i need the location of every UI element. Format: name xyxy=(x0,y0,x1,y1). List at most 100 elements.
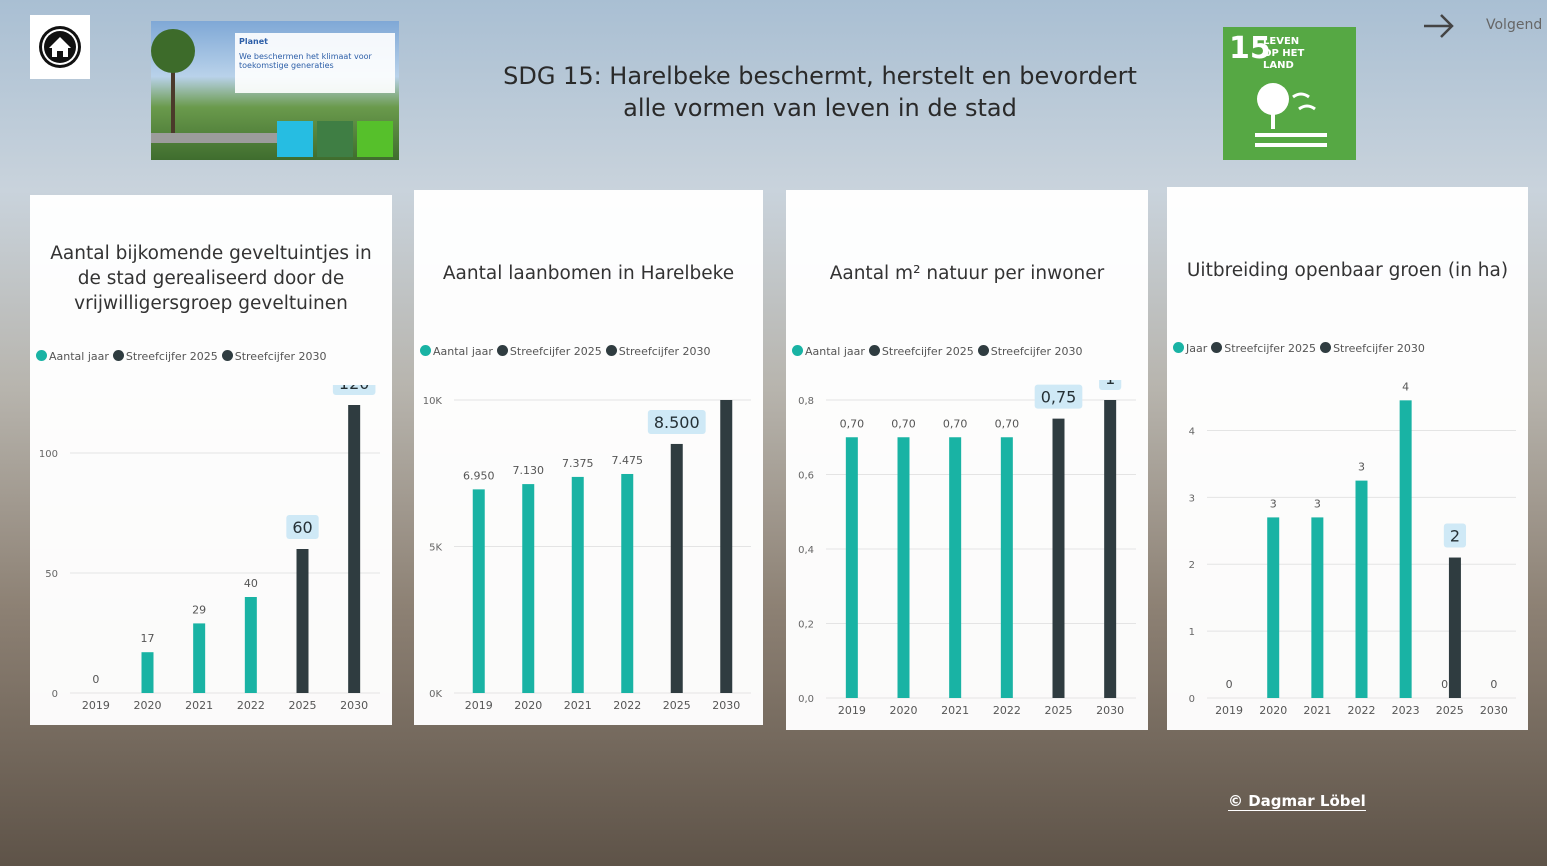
sdg-icon xyxy=(1251,77,1331,153)
value-label: 0 xyxy=(1441,678,1448,691)
bar xyxy=(522,484,534,693)
legend-label: Streefcijfer 2025 xyxy=(1224,342,1316,355)
legend-item: Streefcijfer 2025 xyxy=(497,345,602,358)
chart-plot: 0123420190202032021320223202342025022030… xyxy=(1167,377,1528,730)
bar xyxy=(297,549,309,693)
bar xyxy=(572,477,584,693)
chart-title: Uitbreiding openbaar groen (in ha) xyxy=(1177,215,1518,325)
bar xyxy=(193,623,205,693)
bar xyxy=(1267,517,1279,698)
chart-plot: 0K5K10K20196.95020207.13020217.37520227.… xyxy=(414,380,763,725)
legend: Aantal jaarStreefcijfer 2025Streefcijfer… xyxy=(792,345,1144,358)
bar xyxy=(846,437,858,698)
bar xyxy=(1449,558,1461,698)
chart-panel: Uitbreiding openbaar groen (in ha) Jaar St… xyxy=(1167,187,1528,730)
value-label: 120 xyxy=(339,385,370,393)
chart-plot: 0,00,20,40,60,820190,7020200,7020210,702… xyxy=(786,380,1148,730)
value-label: 0 xyxy=(1490,678,1497,691)
value-label: 3 xyxy=(1314,497,1321,510)
y-tick-label: 10K xyxy=(423,396,443,407)
y-tick-label: 0,8 xyxy=(798,396,814,407)
x-tick-label: 2020 xyxy=(514,699,542,712)
next-arrow[interactable] xyxy=(1422,12,1456,42)
sdg-label: LEVEN OP HET LAND xyxy=(1263,36,1311,72)
legend-swatch xyxy=(420,345,431,356)
value-label: 7.130 xyxy=(513,464,545,477)
bar xyxy=(1400,400,1412,698)
value-label-box: 120 xyxy=(333,385,376,395)
value-label: 40 xyxy=(244,577,258,590)
legend-item: Streefcijfer 2025 xyxy=(1211,342,1316,355)
value-label: 1 xyxy=(1105,380,1115,388)
legend-swatch xyxy=(1173,342,1184,353)
bar xyxy=(348,405,360,693)
value-label: 4 xyxy=(1402,380,1409,393)
bar xyxy=(1001,437,1013,698)
legend-item: Aantal jaar xyxy=(36,350,109,363)
home-button[interactable] xyxy=(30,15,90,79)
legend-label: Jaar xyxy=(1186,342,1207,355)
x-tick-label: 2021 xyxy=(941,704,969,717)
value-label: 60 xyxy=(292,518,312,537)
x-tick-label: 2019 xyxy=(1215,704,1243,717)
x-tick-label: 2030 xyxy=(340,699,368,712)
bar xyxy=(949,437,961,698)
legend-label: Streefcijfer 2030 xyxy=(1333,342,1425,355)
credit: © Dagmar Löbel xyxy=(1228,792,1366,811)
bar xyxy=(1053,419,1065,698)
legend-label: Streefcijfer 2030 xyxy=(991,345,1083,358)
x-tick-label: 2025 xyxy=(1045,704,1073,717)
y-tick-label: 4 xyxy=(1189,426,1195,437)
value-label: 0 xyxy=(92,673,99,686)
legend-item: Streefcijfer 2030 xyxy=(1320,342,1425,355)
y-tick-label: 1 xyxy=(1189,627,1195,638)
x-tick-label: 2021 xyxy=(185,699,213,712)
bar xyxy=(720,400,732,693)
value-label-box: 2 xyxy=(1444,524,1466,548)
x-tick-label: 2030 xyxy=(1096,704,1124,717)
y-tick-label: 0 xyxy=(52,689,58,700)
legend-label: Streefcijfer 2025 xyxy=(126,350,218,363)
y-tick-label: 0,2 xyxy=(798,620,814,631)
x-tick-label: 2025 xyxy=(289,699,317,712)
y-tick-label: 0 xyxy=(1189,694,1195,705)
value-label: 17 xyxy=(141,632,155,645)
y-tick-label: 0,4 xyxy=(798,545,814,556)
legend-item: Streefcijfer 2030 xyxy=(606,345,711,358)
bar xyxy=(1104,380,1116,698)
value-label: 0,70 xyxy=(943,417,968,430)
legend-swatch xyxy=(222,350,233,361)
x-tick-label: 2022 xyxy=(613,699,641,712)
y-tick-label: 100 xyxy=(39,449,58,460)
value-label-box: 0,75 xyxy=(1035,385,1083,409)
x-tick-label: 2019 xyxy=(838,704,866,717)
x-tick-label: 2022 xyxy=(237,699,265,712)
page-title: alle vormen van leven in de stad xyxy=(440,94,1200,122)
legend: Jaar Streefcijfer 2025 Streefcijfer 2030 xyxy=(1173,342,1524,355)
bar xyxy=(898,437,910,698)
value-label-box: 8.500 xyxy=(648,410,706,434)
chart-title: Aantal laanbomen in Harelbeke xyxy=(424,218,753,328)
value-label: 8.500 xyxy=(654,413,700,432)
legend-label: Aantal jaar xyxy=(805,345,865,358)
x-tick-label: 2023 xyxy=(1392,704,1420,717)
value-label: 0,75 xyxy=(1041,388,1077,407)
y-tick-label: 3 xyxy=(1189,493,1195,504)
legend-item: Jaar xyxy=(1173,342,1207,355)
x-tick-label: 2030 xyxy=(712,699,740,712)
legend-swatch xyxy=(869,345,880,356)
value-label: 3 xyxy=(1270,497,1277,510)
value-label: 0,70 xyxy=(995,417,1020,430)
y-tick-label: 0,6 xyxy=(798,471,814,482)
legend-swatch xyxy=(497,345,508,356)
thumbnail[interactable]: Planet We beschermen het klimaat voor to… xyxy=(151,21,399,160)
value-label: 7.375 xyxy=(562,457,594,470)
page: SDG 15 dashboard {"header": {"title": ["… xyxy=(0,0,1547,866)
x-tick-label: 2021 xyxy=(564,699,592,712)
chart-title: Aantal m² natuur per inwoner xyxy=(796,218,1138,328)
y-tick-label: 5K xyxy=(429,543,442,554)
x-tick-label: 2025 xyxy=(663,699,691,712)
next-link[interactable]: Volgend xyxy=(1486,17,1542,33)
y-tick-label: 0K xyxy=(429,689,442,700)
legend-swatch xyxy=(1320,342,1331,353)
